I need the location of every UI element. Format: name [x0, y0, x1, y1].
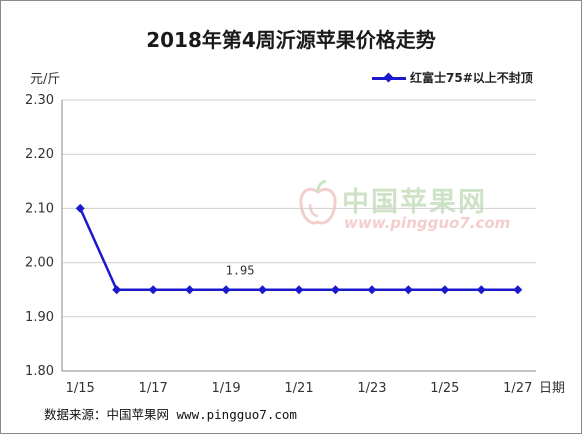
legend-series-label: 红富士75#以上不封顶	[410, 71, 533, 85]
y-tick-label: 2.20	[25, 147, 54, 162]
x-tick-label: 1/23	[357, 381, 386, 396]
x-tick-label: 1/21	[284, 381, 313, 396]
data-point	[476, 285, 486, 295]
legend-line-marker-icon	[372, 72, 406, 84]
data-point	[258, 285, 268, 295]
watermark-site-name: 中国苹果网	[342, 187, 487, 218]
data-point	[513, 285, 523, 295]
data-point	[367, 285, 377, 295]
data-label: 1.95	[226, 264, 255, 278]
legend: 红富士75#以上不封顶	[372, 69, 533, 86]
y-tick-label: 2.10	[25, 201, 54, 216]
x-tick-label: 1/27	[503, 381, 532, 396]
y-tick-label: 1.80	[25, 364, 54, 379]
series-line	[79, 207, 518, 291]
data-point	[294, 285, 304, 295]
y-axis-unit-label: 元/斤	[30, 72, 61, 87]
watermark-url: www.pingguo7.com	[344, 214, 511, 232]
chart-title: 2018年第4周沂源苹果价格走势	[146, 28, 436, 52]
data-point	[148, 285, 158, 295]
x-tick-label: 1/17	[139, 381, 168, 396]
data-source-footer: 数据来源：中国苹果网 www.pingguo7.com	[44, 407, 297, 422]
x-axis-label: 日期	[539, 381, 565, 396]
apple-logo-icon	[299, 180, 337, 225]
x-tick-label: 1/25	[430, 381, 459, 396]
data-point	[440, 285, 450, 295]
data-point	[403, 285, 413, 295]
watermark: 中国苹果网 www.pingguo7.com	[298, 180, 528, 240]
y-tick-label: 2.30	[25, 93, 54, 108]
y-tick-label: 2.00	[25, 256, 54, 271]
x-tick-label: 1/19	[211, 381, 240, 396]
data-point	[330, 285, 340, 295]
y-tick-label: 1.90	[25, 310, 54, 325]
data-point	[185, 285, 195, 295]
data-point	[221, 285, 231, 295]
data-point	[112, 285, 122, 295]
x-tick-label: 1/15	[66, 381, 95, 396]
data-point	[75, 203, 85, 213]
